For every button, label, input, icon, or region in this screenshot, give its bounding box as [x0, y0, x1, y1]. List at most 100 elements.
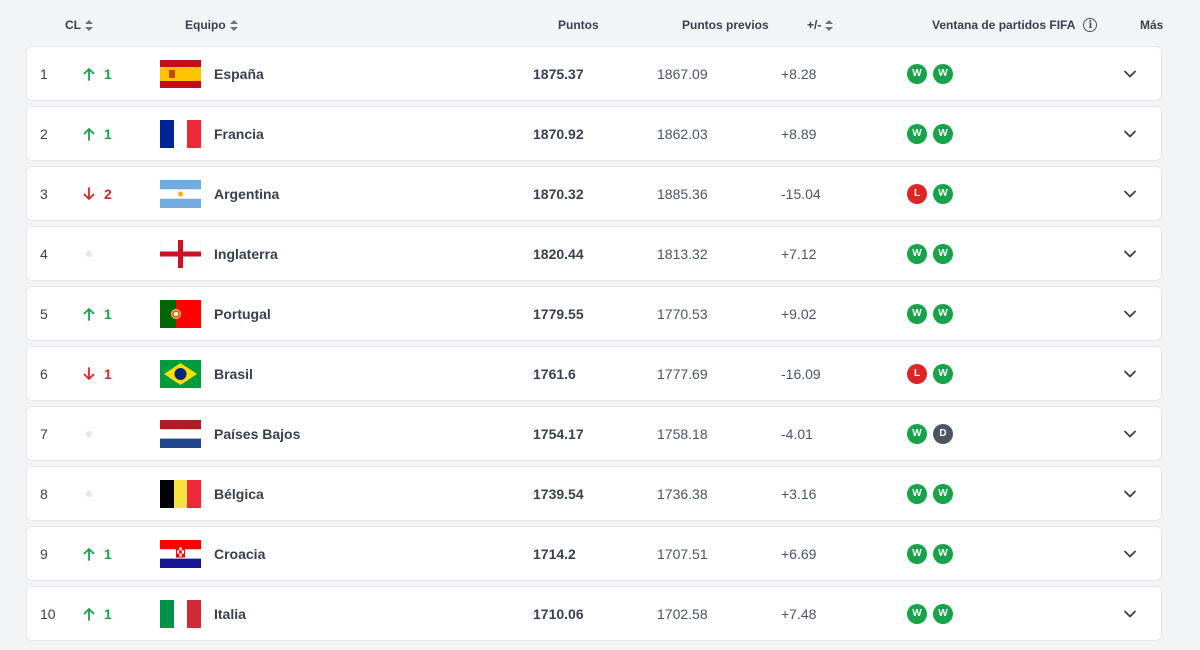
chevron-down-icon[interactable]: [1123, 347, 1137, 400]
team-name[interactable]: Croacia: [214, 527, 265, 580]
team-name[interactable]: Argentina: [214, 167, 279, 220]
win-badge[interactable]: W: [907, 483, 927, 504]
rank-change: 1: [83, 107, 112, 160]
loss-badge[interactable]: L: [907, 183, 927, 204]
flag-cell: [160, 587, 201, 640]
win-badge[interactable]: W: [907, 63, 927, 84]
win-badge[interactable]: W: [907, 603, 927, 624]
win-badge[interactable]: W: [933, 183, 953, 204]
sort-icon[interactable]: [229, 19, 238, 31]
win-badge[interactable]: W: [933, 123, 953, 144]
rank-value: 6: [40, 365, 48, 382]
diff-value: +3.16: [781, 485, 817, 502]
arrow-up-icon: [83, 307, 95, 321]
info-icon[interactable]: i: [1083, 18, 1098, 32]
prev-value: 1707.51: [657, 545, 708, 562]
no-change-dot-icon: [86, 250, 92, 257]
win-badge[interactable]: W: [933, 243, 953, 264]
team-name[interactable]: Países Bajos: [214, 407, 300, 460]
team-name[interactable]: Inglaterra: [214, 227, 278, 280]
points-value: 1710.06: [533, 605, 584, 622]
points: 1761.6: [533, 347, 576, 400]
italy-flag: [160, 599, 201, 628]
portugal-flag: [160, 299, 201, 328]
team-name[interactable]: Francia: [214, 107, 264, 160]
chevron-down-icon[interactable]: [1123, 467, 1137, 520]
prev-value: 1777.69: [657, 365, 708, 382]
win-badge[interactable]: W: [933, 483, 953, 504]
win-badge[interactable]: W: [933, 363, 953, 384]
header-points-label: Puntos: [558, 18, 599, 32]
header-diff[interactable]: +/-: [807, 18, 834, 32]
rank-value: 4: [40, 245, 48, 262]
rank: 10: [40, 587, 56, 640]
team-name[interactable]: Brasil: [214, 347, 253, 400]
loss-badge[interactable]: L: [907, 363, 927, 384]
points-diff: +9.02: [781, 287, 816, 340]
points-diff: +7.48: [781, 587, 816, 640]
chevron-down-icon[interactable]: [1123, 47, 1137, 100]
arrow-up-icon: [83, 67, 95, 81]
flag-cell: [160, 167, 201, 220]
win-badge[interactable]: W: [907, 123, 927, 144]
rank-change: 1: [83, 347, 112, 400]
chevron-down-icon[interactable]: [1123, 287, 1137, 340]
header-team[interactable]: Equipo: [185, 18, 238, 32]
points: 1714.2: [533, 527, 576, 580]
points-value: 1870.92: [533, 125, 584, 142]
win-badge[interactable]: W: [933, 603, 953, 624]
diff-value: +7.48: [781, 605, 817, 622]
flag-cell: [160, 227, 201, 280]
chevron-down-icon[interactable]: [1123, 407, 1137, 460]
rank-change-value: 1: [104, 65, 112, 82]
prev-value: 1758.18: [657, 425, 708, 442]
points: 1870.92: [533, 107, 584, 160]
team-name[interactable]: Portugal: [214, 287, 271, 340]
chevron-down-icon[interactable]: [1123, 527, 1137, 580]
chevron-down-icon[interactable]: [1123, 107, 1137, 160]
sort-icon[interactable]: [825, 19, 834, 31]
team-name[interactable]: Bélgica: [214, 467, 264, 520]
win-badge[interactable]: W: [933, 543, 953, 564]
points: 1820.44: [533, 227, 584, 280]
win-badge[interactable]: W: [933, 303, 953, 324]
rank: 3: [40, 167, 48, 220]
rank-change-value: 1: [104, 365, 112, 382]
header-more-label: Más: [1140, 18, 1164, 32]
netherlands-flag: [160, 419, 201, 448]
chevron-down-icon[interactable]: [1123, 167, 1137, 220]
points-diff: +8.89: [781, 107, 816, 160]
win-badge[interactable]: W: [907, 423, 927, 444]
team-name[interactable]: España: [214, 47, 264, 100]
rank-value: 7: [40, 425, 48, 442]
chevron-down-icon[interactable]: [1123, 227, 1137, 280]
header-cl[interactable]: CL: [65, 18, 93, 32]
win-badge[interactable]: W: [907, 243, 927, 264]
sort-icon[interactable]: [85, 19, 93, 31]
win-badge[interactable]: W: [933, 63, 953, 84]
win-badge[interactable]: W: [907, 303, 927, 324]
team-name[interactable]: Italia: [214, 587, 246, 640]
rank-change: 2: [83, 167, 112, 220]
win-badge[interactable]: W: [907, 543, 927, 564]
draw-badge[interactable]: D: [933, 423, 953, 444]
previous-points: 1770.53: [657, 287, 708, 340]
chevron-down-icon[interactable]: [1123, 587, 1137, 640]
points-diff: +6.69: [781, 527, 816, 580]
diff-value: +8.89: [781, 125, 817, 142]
rank: 1: [40, 47, 48, 100]
rank-change-value: 1: [104, 545, 112, 562]
rank: 4: [40, 227, 48, 280]
